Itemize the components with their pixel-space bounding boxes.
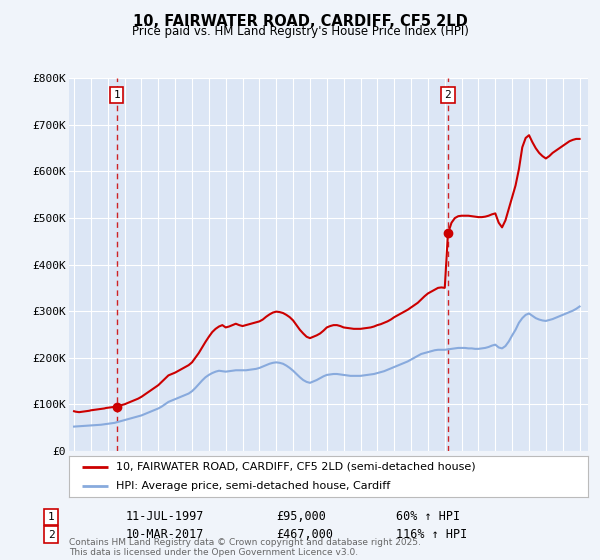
Text: 60% ↑ HPI: 60% ↑ HPI: [396, 510, 460, 524]
Text: £95,000: £95,000: [276, 510, 326, 524]
Text: £467,000: £467,000: [276, 528, 333, 542]
Text: 10, FAIRWATER ROAD, CARDIFF, CF5 2LD: 10, FAIRWATER ROAD, CARDIFF, CF5 2LD: [133, 14, 467, 29]
Text: 1: 1: [47, 512, 55, 522]
Text: 116% ↑ HPI: 116% ↑ HPI: [396, 528, 467, 542]
Text: 10-MAR-2017: 10-MAR-2017: [126, 528, 205, 542]
Text: 10, FAIRWATER ROAD, CARDIFF, CF5 2LD (semi-detached house): 10, FAIRWATER ROAD, CARDIFF, CF5 2LD (se…: [116, 462, 475, 472]
Text: Contains HM Land Registry data © Crown copyright and database right 2025.
This d: Contains HM Land Registry data © Crown c…: [69, 538, 421, 557]
Text: Price paid vs. HM Land Registry's House Price Index (HPI): Price paid vs. HM Land Registry's House …: [131, 25, 469, 38]
Text: HPI: Average price, semi-detached house, Cardiff: HPI: Average price, semi-detached house,…: [116, 480, 390, 491]
Text: 11-JUL-1997: 11-JUL-1997: [126, 510, 205, 524]
Text: 2: 2: [47, 530, 55, 540]
Text: 2: 2: [445, 90, 451, 100]
Text: 1: 1: [113, 90, 120, 100]
